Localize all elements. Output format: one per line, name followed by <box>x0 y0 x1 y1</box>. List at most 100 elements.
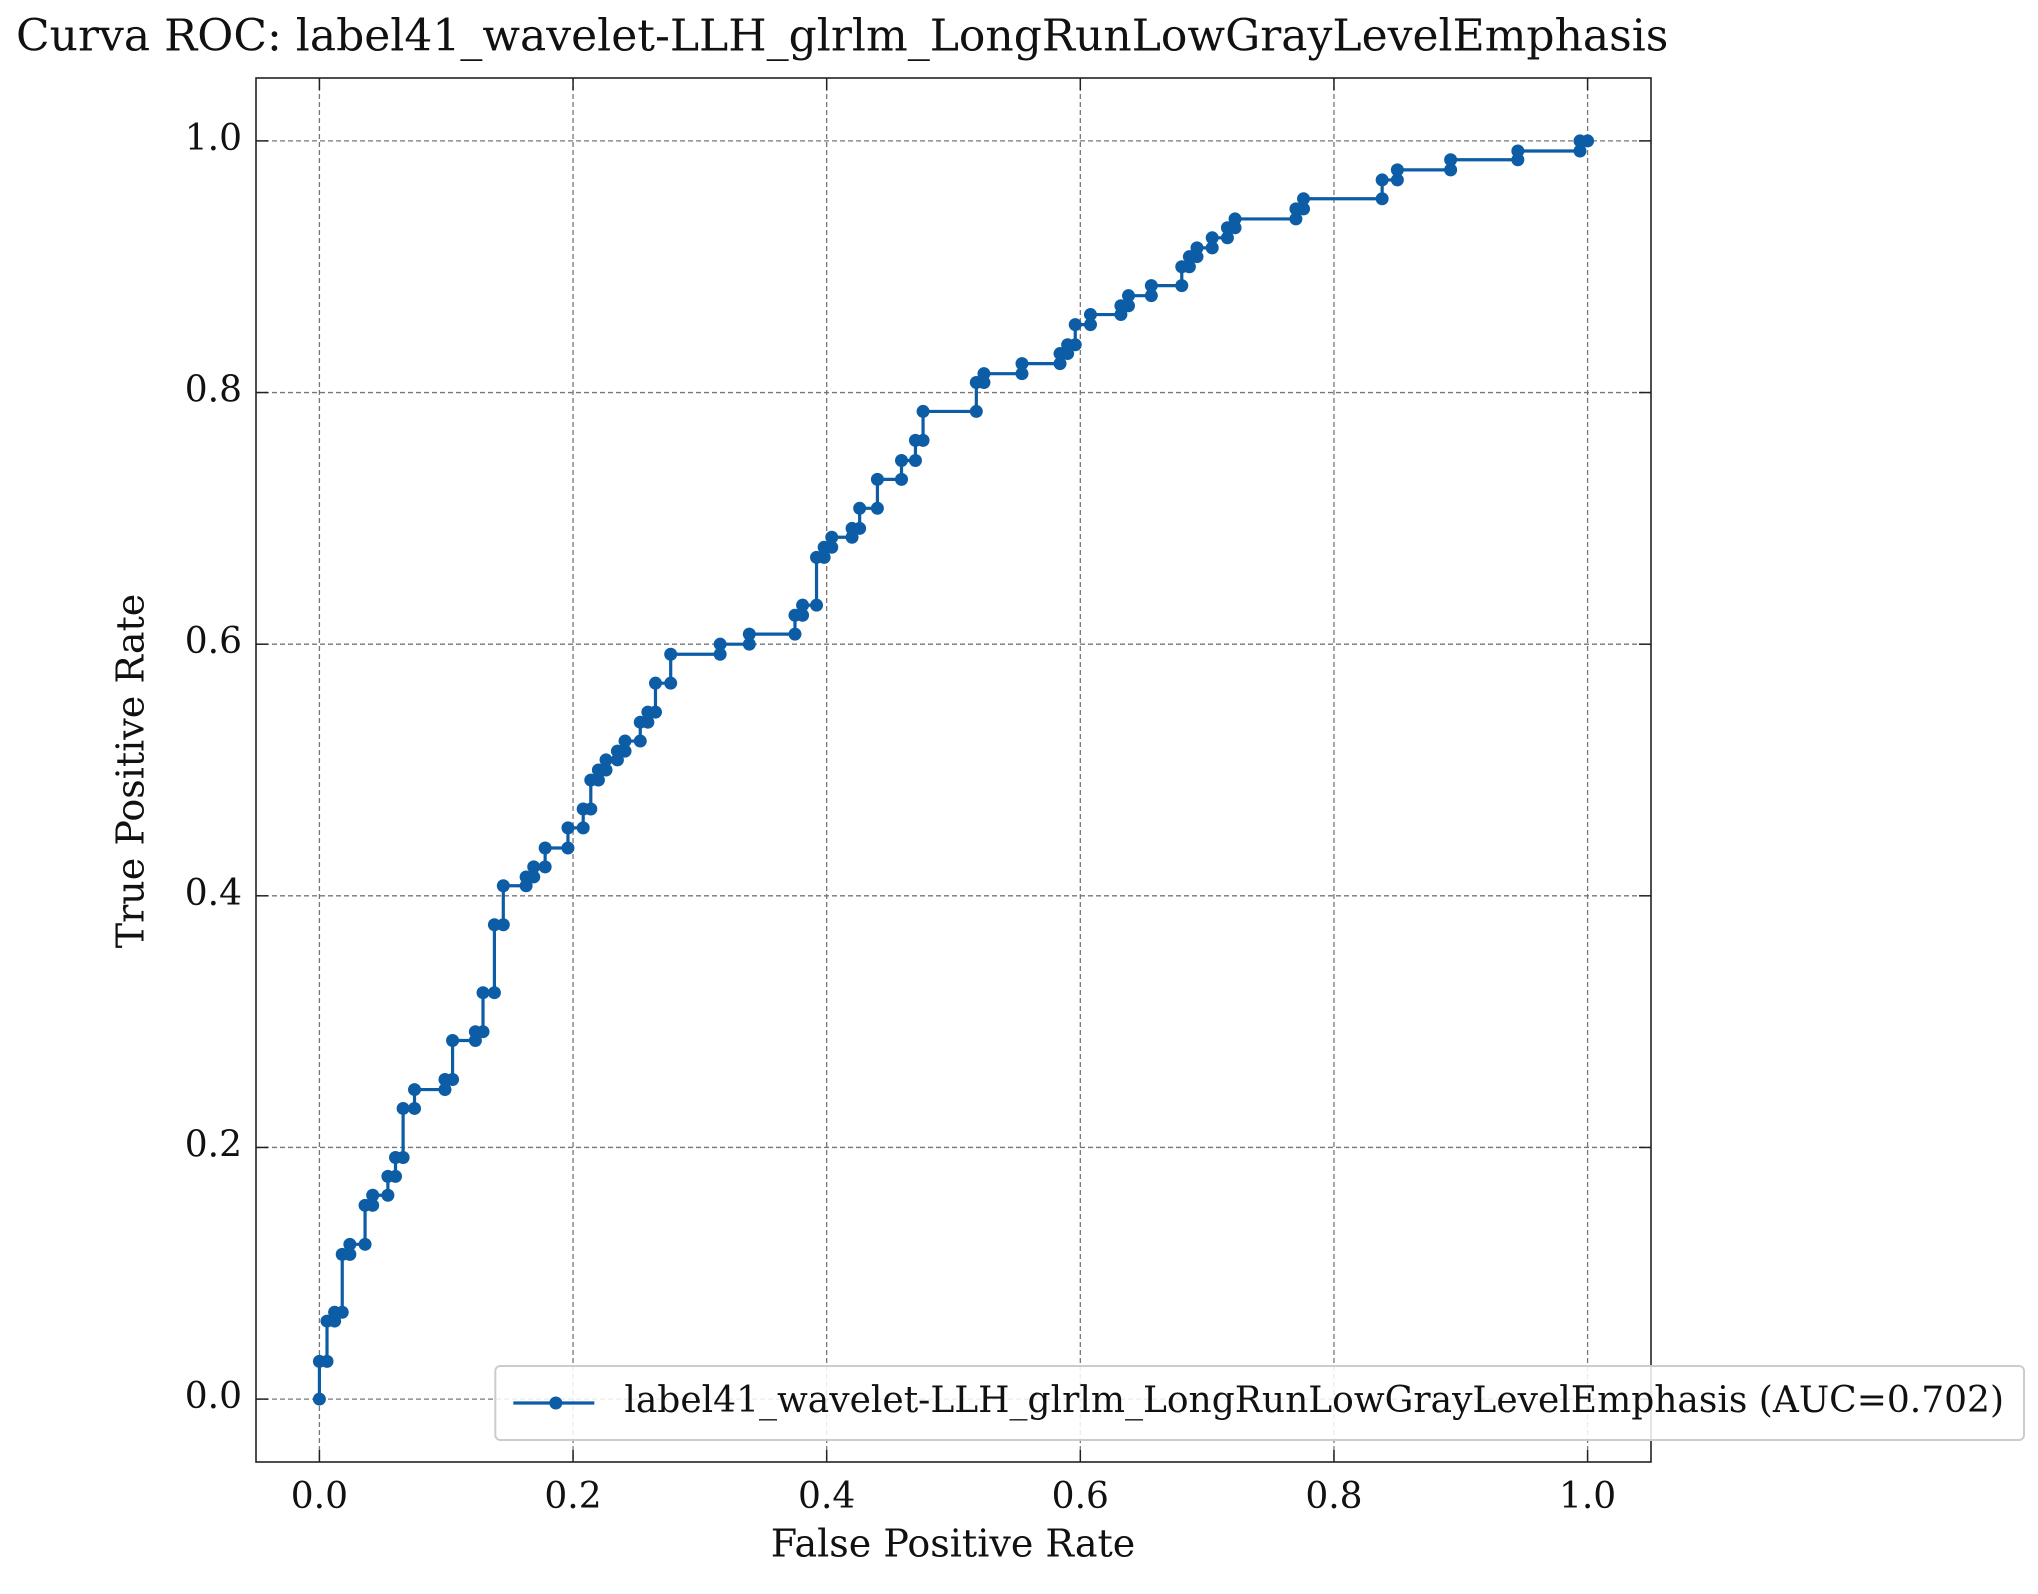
roc-point <box>825 530 839 544</box>
roc-point <box>664 647 678 661</box>
roc-point <box>343 1237 357 1251</box>
roc-point <box>1375 173 1389 187</box>
roc-point <box>641 715 655 729</box>
legend-box <box>494 1365 2025 1441</box>
roc-point <box>366 1188 380 1202</box>
roc-point <box>1228 212 1242 226</box>
y-tick-label: 0.4 <box>185 873 242 914</box>
y-tick-label: 0.0 <box>185 1376 242 1417</box>
roc-point <box>1297 202 1311 216</box>
roc-point <box>591 773 605 787</box>
roc-point <box>584 802 598 816</box>
roc-point <box>1511 144 1525 158</box>
chart-title: Curva ROC: label41_wavelet-LLH_glrlm_Lon… <box>16 11 1668 62</box>
roc-point <box>1122 289 1136 303</box>
roc-point <box>1144 279 1158 293</box>
roc-point <box>335 1305 349 1319</box>
roc-point <box>438 1083 452 1097</box>
roc-point <box>343 1247 357 1261</box>
roc-point <box>870 472 884 486</box>
roc-point <box>633 734 647 748</box>
roc-point <box>527 870 541 884</box>
roc-point <box>648 705 662 719</box>
roc-point <box>496 918 510 932</box>
x-tick-label: 0.8 <box>1305 1476 1362 1517</box>
roc-point <box>561 821 575 835</box>
x-tick-label: 0.6 <box>1052 1476 1109 1517</box>
roc-point <box>538 860 552 874</box>
roc-point <box>1083 308 1097 322</box>
roc-point <box>618 734 632 748</box>
roc-point <box>853 521 867 535</box>
roc-point <box>599 763 613 777</box>
roc-point <box>446 1073 460 1087</box>
roc-point <box>664 676 678 690</box>
roc-point <box>1182 260 1196 274</box>
roc-point <box>817 550 831 564</box>
roc-point <box>1015 367 1029 381</box>
roc-point <box>713 637 727 651</box>
y-tick-label: 0.8 <box>185 370 242 411</box>
roc-point <box>1053 357 1067 371</box>
roc-point <box>825 540 839 554</box>
roc-point <box>618 744 632 758</box>
roc-point <box>396 1101 410 1115</box>
roc-point <box>1205 231 1219 245</box>
roc-point <box>788 627 802 641</box>
roc-point <box>538 841 552 855</box>
roc-point <box>648 676 662 690</box>
roc-point <box>358 1237 372 1251</box>
roc-point <box>870 501 884 515</box>
roc-point <box>977 367 991 381</box>
roc-point <box>1175 279 1189 293</box>
legend-label: label41_wavelet-LLH_glrlm_LongRunLowGray… <box>624 1380 2004 1421</box>
roc-point <box>1068 338 1082 352</box>
roc-point <box>1068 318 1082 332</box>
roc-point <box>599 753 613 767</box>
roc-point <box>1444 153 1458 167</box>
legend-marker <box>549 1396 563 1410</box>
roc-point <box>408 1101 422 1115</box>
roc-point <box>366 1198 380 1212</box>
roc-point <box>446 1034 460 1048</box>
roc-point <box>1289 212 1303 226</box>
roc-point <box>476 986 490 1000</box>
y-tick-label: 1.0 <box>185 118 242 159</box>
x-tick-label: 0.2 <box>544 1476 601 1517</box>
roc-point <box>1297 192 1311 206</box>
y-tick-label: 0.6 <box>185 621 242 662</box>
x-tick-label: 0.4 <box>798 1476 855 1517</box>
roc-point <box>1144 289 1158 303</box>
roc-point <box>1220 231 1234 245</box>
roc-point <box>916 404 930 418</box>
x-tick-label: 0.0 <box>291 1476 348 1517</box>
roc-point <box>1190 241 1204 255</box>
roc-point <box>1390 173 1404 187</box>
roc-point <box>895 453 909 467</box>
roc-point <box>396 1151 410 1165</box>
roc-point <box>713 647 727 661</box>
y-axis-label: True Positive Rate <box>109 594 153 948</box>
roc-point <box>1205 241 1219 255</box>
roc-point <box>1375 192 1389 206</box>
roc-point <box>1444 163 1458 177</box>
roc-point <box>916 433 930 447</box>
roc-line <box>317 139 1588 1400</box>
roc-point <box>496 879 510 893</box>
roc-point <box>895 472 909 486</box>
roc-point <box>408 1083 422 1097</box>
roc-point <box>1122 299 1136 313</box>
y-tick-label: 0.2 <box>185 1124 242 1165</box>
roc-point <box>1581 134 1595 148</box>
roc-point <box>561 841 575 855</box>
roc-point <box>381 1188 395 1202</box>
roc-point <box>1390 163 1404 177</box>
roc-point <box>742 637 756 651</box>
roc-point <box>389 1169 402 1183</box>
roc-point <box>312 1392 326 1406</box>
roc-point <box>487 986 501 1000</box>
roc-point <box>576 821 590 835</box>
x-tick-label: 1.0 <box>1559 1476 1616 1517</box>
roc-point <box>320 1354 334 1368</box>
